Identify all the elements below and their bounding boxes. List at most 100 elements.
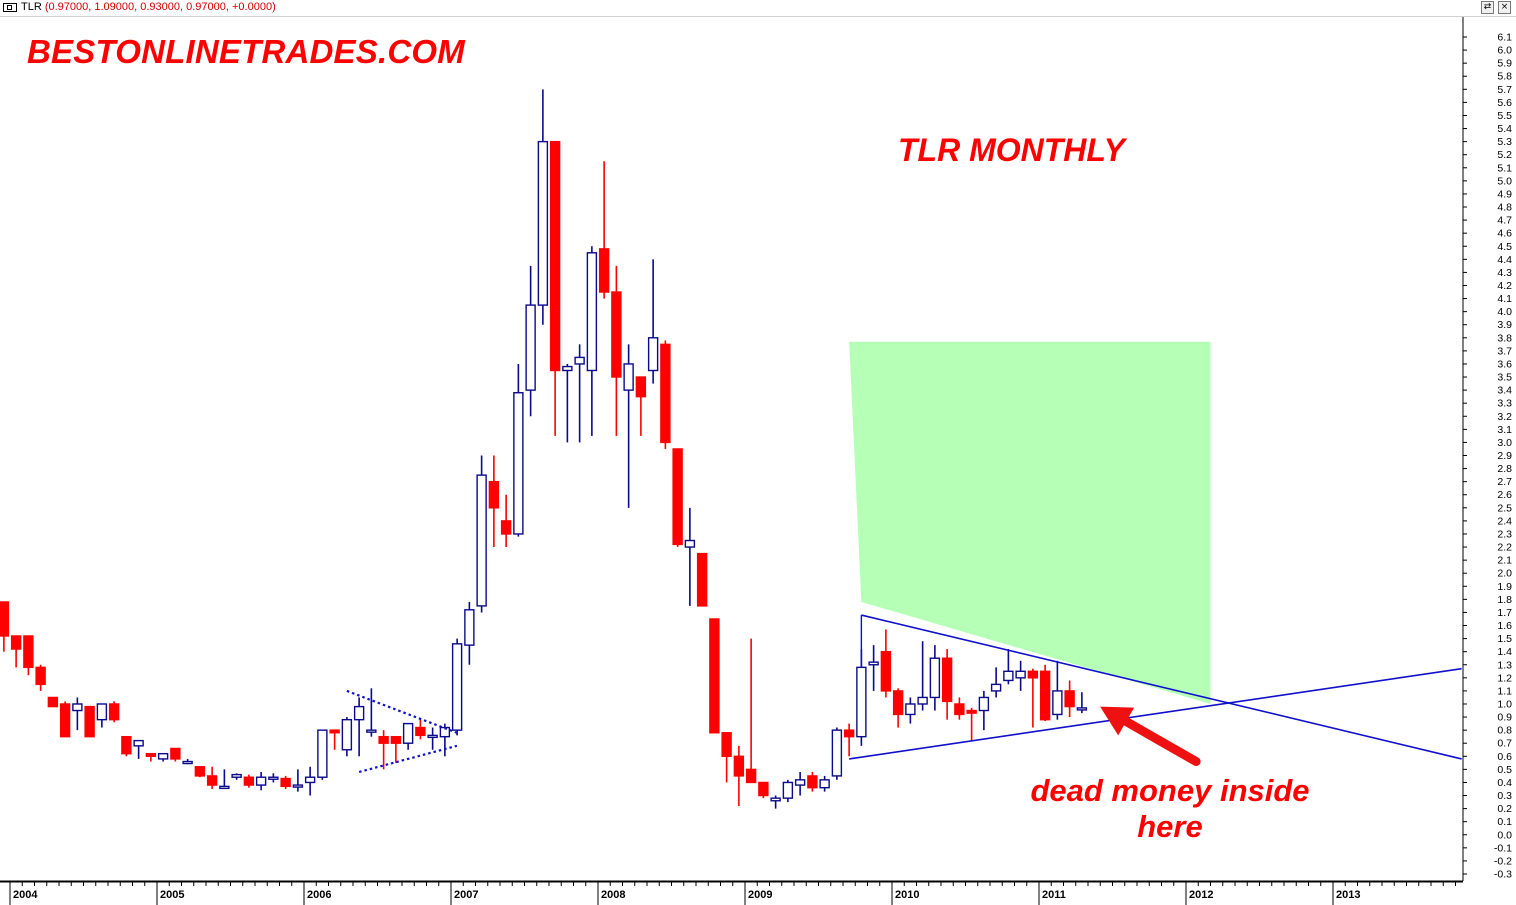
trendline-lower (849, 667, 1462, 760)
candle-body (905, 703, 916, 716)
candle-body (1064, 690, 1075, 708)
y-tick-label: 2.0 (1497, 568, 1512, 580)
y-tick-label: 5.9 (1497, 58, 1512, 70)
y-tick-label: 1.6 (1497, 620, 1512, 632)
y-tick-label: 2.2 (1497, 542, 1512, 554)
candle-body (537, 140, 549, 306)
y-axis-panel (1464, 17, 1516, 905)
y-tick-label: 4.9 (1497, 188, 1512, 200)
candle-body (96, 703, 108, 721)
y-tick-label: 0.6 (1497, 751, 1512, 763)
y-tick-label: 3.4 (1497, 385, 1512, 397)
y-tick-label: -0.2 (1494, 855, 1512, 867)
y-tick-label: 0.1 (1497, 816, 1512, 828)
candle-body (304, 776, 316, 784)
candle-body (770, 797, 781, 802)
candle-body (831, 729, 843, 777)
y-tick-label: 4.1 (1497, 293, 1512, 305)
trendline-upper (861, 614, 1462, 760)
candle-body (954, 703, 965, 716)
watermark-text: BESTONLINETRADES.COM (27, 33, 465, 70)
candle-body (941, 657, 953, 703)
y-tick-label: 2.6 (1497, 489, 1512, 501)
candle-body (709, 618, 720, 734)
candle-body (574, 356, 585, 365)
y-tick-label: 4.6 (1497, 228, 1512, 240)
candle-body (782, 781, 794, 799)
y-tick-label: 5.4 (1497, 123, 1512, 135)
chart-window-icon[interactable] (3, 3, 17, 12)
candle-body (978, 696, 990, 712)
candle-body (206, 775, 218, 786)
y-tick-label: 1.2 (1497, 672, 1512, 684)
candle-body (292, 784, 304, 788)
x-tick-label: 2011 (1042, 889, 1066, 901)
y-tick-label: 2.1 (1497, 555, 1512, 567)
y-tick-label: 2.5 (1497, 502, 1512, 514)
candle-body (1003, 670, 1014, 682)
y-tick-label: 3.1 (1497, 424, 1512, 436)
candle-body (219, 785, 230, 790)
candle-body (513, 392, 524, 535)
candle-body (843, 729, 855, 738)
candle-body (157, 752, 169, 760)
candle-body (341, 718, 353, 751)
candle-body (562, 365, 573, 372)
candle-body (880, 650, 892, 692)
candle-body (47, 696, 59, 708)
x-tick-label: 2006 (307, 889, 331, 901)
candle-body (390, 735, 402, 744)
candle-body (488, 480, 500, 509)
candle-body (170, 747, 181, 760)
candle-body (586, 252, 598, 372)
candle-body (366, 729, 377, 733)
x-tick-label: 2009 (748, 889, 772, 901)
ticker-readout: TLR (0.97000, 1.09000, 0.93000, 0.97000,… (21, 1, 276, 13)
y-tick-label: 5.3 (1497, 136, 1512, 148)
y-tick-label: 5.1 (1497, 162, 1512, 174)
y-tick-label: 4.4 (1497, 254, 1512, 266)
candle-body (733, 755, 745, 777)
candle-body (525, 304, 536, 391)
candle-body (990, 683, 1002, 692)
candle-body (500, 520, 512, 535)
candle-body (72, 703, 83, 712)
candle-body (966, 709, 977, 714)
x-axis-panel (0, 882, 1463, 905)
chart-title: TLR MONTHLY (898, 132, 1125, 168)
candle-body (660, 343, 671, 444)
candle-body (145, 752, 157, 757)
candle-body (758, 781, 769, 797)
x-tick-label: 2013 (1336, 889, 1360, 901)
target-zone (849, 341, 1211, 704)
close-button[interactable]: × (1498, 1, 1511, 14)
restore-button[interactable]: ⇄ (1481, 1, 1494, 14)
candle-body (402, 722, 414, 744)
y-tick-label: 0.7 (1497, 738, 1512, 750)
y-tick-label: 1.5 (1497, 633, 1512, 645)
y-tick-label: 2.9 (1497, 450, 1512, 462)
x-tick-label: 2004 (13, 889, 38, 901)
candle-body (623, 363, 634, 391)
candle-body (59, 703, 71, 738)
x-tick-label: 2012 (1189, 889, 1213, 901)
y-tick-label: 5.8 (1497, 71, 1512, 83)
y-tick-label: 2.8 (1497, 463, 1512, 475)
y-tick-label: 3.6 (1497, 358, 1512, 370)
candle-body (10, 635, 22, 650)
y-tick-label: 4.2 (1497, 280, 1512, 292)
y-tick-label: 1.1 (1497, 685, 1512, 697)
y-tick-label: 0.8 (1497, 725, 1512, 737)
y-tick-label: 6.0 (1497, 45, 1512, 57)
y-tick-label: 1.4 (1497, 646, 1512, 658)
candle-body (268, 776, 279, 780)
y-tick-label: 4.3 (1497, 267, 1512, 279)
candle-body (1052, 690, 1063, 716)
candle-body (549, 140, 561, 372)
candle-body (84, 705, 95, 738)
candle-body (929, 657, 941, 699)
candle-body (892, 690, 904, 716)
y-tick-label: -0.3 (1494, 869, 1512, 881)
y-tick-label: -0.1 (1494, 842, 1512, 854)
